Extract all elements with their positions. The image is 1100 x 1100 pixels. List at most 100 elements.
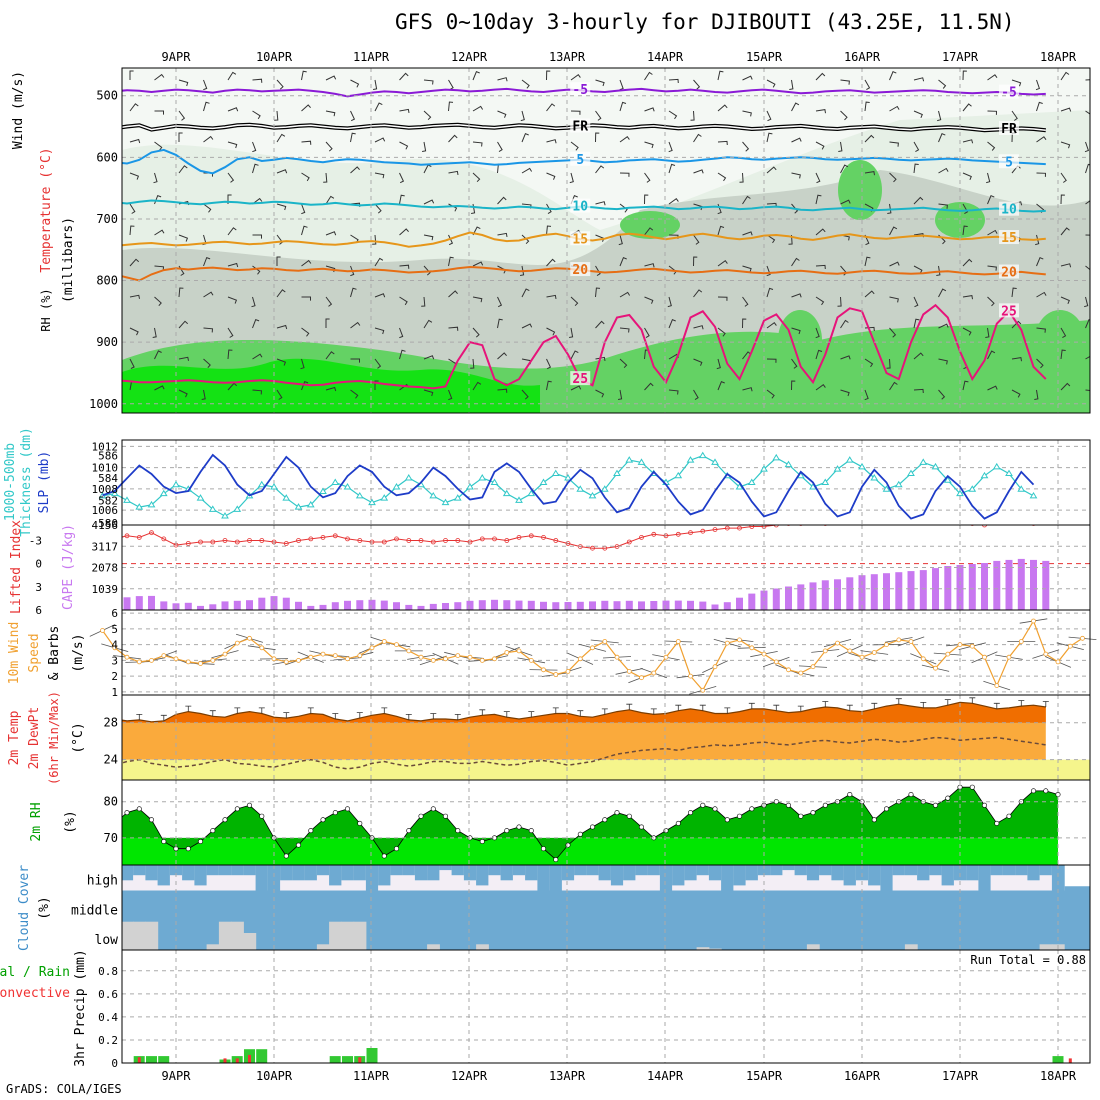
temp-max-whisker — [920, 702, 927, 708]
wind-barb — [422, 141, 427, 152]
wind-barb — [913, 296, 919, 308]
wind-barb — [815, 72, 826, 81]
rh2m-point — [614, 810, 620, 816]
wind-speed-point — [639, 675, 644, 681]
precip-tick-label: 0.8 — [98, 965, 118, 978]
slp-line — [102, 453, 1035, 520]
cloud-low-bar — [329, 921, 342, 950]
wind-barb — [399, 141, 409, 150]
cape-bar — [393, 602, 400, 610]
wind-speed-point — [663, 654, 669, 660]
wind-barb — [301, 380, 309, 391]
wind-speed-point — [283, 659, 289, 665]
wind-barb — [399, 296, 408, 306]
cloud-low-bar — [427, 944, 440, 950]
cloud-high-bar — [512, 865, 526, 876]
cape-bar — [552, 602, 560, 610]
wind-speed-point — [1055, 659, 1061, 665]
wind-barb — [153, 172, 158, 184]
wind-barb — [889, 172, 897, 183]
cape-bar — [540, 601, 547, 610]
thickness-point — [404, 474, 413, 481]
lifted-index-axis-label: Lifted Index — [9, 520, 24, 614]
cloud-high-bar — [684, 865, 698, 881]
dewpoint-line — [122, 736, 1046, 770]
wind-barb — [1060, 349, 1066, 360]
wind-barb — [913, 352, 924, 360]
lifted-index-point — [995, 520, 999, 524]
wind-speed-point — [541, 667, 546, 673]
wind-barb — [129, 327, 139, 336]
wind-barb — [154, 73, 165, 81]
wind-barb — [1060, 382, 1071, 391]
wind-speed-point — [590, 645, 595, 651]
lifted-index-point — [296, 538, 301, 543]
wind-barb — [644, 71, 653, 81]
wind-barb — [668, 163, 676, 174]
wind-speed-point — [149, 658, 154, 663]
cloud-high-bar — [1015, 865, 1028, 876]
pressure-tick-label: 800 — [96, 274, 118, 288]
wind-speed-point — [198, 661, 203, 666]
wind-barb — [423, 79, 434, 85]
wind-speed-point — [871, 650, 877, 655]
wind-barb — [423, 265, 431, 276]
isotherm-line — [122, 303, 1047, 390]
wind-barb — [350, 321, 361, 329]
cloud-level-label: high — [87, 874, 118, 889]
slp-axis-label: SLP (mb) — [37, 451, 52, 514]
wind-speed-point — [859, 654, 865, 660]
wind-barb — [742, 387, 753, 392]
wind-barb — [595, 287, 601, 298]
rh2m-point — [822, 802, 828, 808]
thickness-point — [882, 485, 891, 492]
cloud-middle-fill — [122, 886, 1090, 950]
wind-barb — [889, 261, 900, 267]
wind-barb — [739, 172, 744, 183]
wind-barb — [595, 132, 600, 143]
wind-barb — [252, 78, 263, 83]
precip-convective-legend: Convective — [0, 986, 70, 1001]
wind-barb — [1036, 291, 1047, 298]
wind-barb — [154, 350, 162, 360]
wind-barb — [693, 358, 703, 366]
cape-bar — [944, 566, 952, 610]
wind-barb — [644, 227, 654, 236]
wind-speed-point — [369, 645, 375, 651]
cloud-high-bar — [794, 865, 808, 876]
cape-bar — [968, 564, 976, 610]
cape-bar — [809, 582, 817, 610]
thickness-point — [282, 494, 291, 501]
wind-barb — [372, 234, 377, 245]
thickness-point — [478, 474, 487, 481]
cloud-high-bar — [353, 865, 367, 881]
wind-barb — [864, 256, 871, 267]
panel-frame — [121, 67, 1091, 414]
cloud-high-bar — [623, 865, 636, 881]
cloud-low-bar — [243, 933, 257, 950]
wind-barb — [251, 296, 256, 308]
wind-barb — [791, 380, 796, 391]
wind-barb — [936, 265, 941, 276]
rh2m-axis-label: 2m RH — [29, 802, 44, 841]
cloud-high-bar — [806, 865, 820, 881]
wind-barb — [178, 320, 189, 329]
wind-speed-point — [908, 639, 914, 644]
rh2m-point — [185, 846, 191, 852]
lifted-index-point — [724, 525, 730, 531]
wind-barb — [325, 296, 333, 307]
wind-barb — [423, 355, 435, 360]
cloud-high-bar — [733, 865, 747, 886]
cape-bar — [295, 601, 302, 610]
lifted-index-point — [897, 520, 901, 524]
wind-barb — [227, 262, 239, 268]
wind-barb — [864, 79, 871, 91]
wind-barb — [423, 234, 434, 241]
rh-blob — [838, 160, 882, 220]
rh2m-point — [602, 817, 608, 823]
isotherm-label: 25 — [1001, 304, 1017, 319]
wind-barb — [791, 293, 802, 298]
wind-barb — [840, 389, 850, 397]
lifted-index-point — [921, 518, 925, 522]
lifted-index-point — [357, 538, 363, 543]
